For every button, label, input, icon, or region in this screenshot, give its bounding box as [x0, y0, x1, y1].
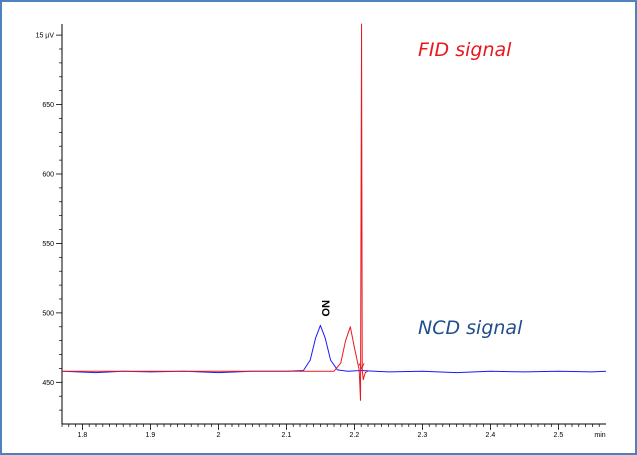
y-tick-label: 650 [42, 102, 54, 109]
x-tick-label: 2.3 [418, 432, 428, 439]
x-tick-label: 2.1 [282, 432, 292, 439]
ncd-signal-line [61, 324, 607, 374]
ncd-signal-annotation: NCD signal [418, 317, 523, 339]
x-tick-label: 2.4 [486, 432, 496, 439]
fid-signal-line [62, 23, 369, 401]
x-ticks: 1.8 1.9 2 2.1 2.2 2.3 2.4 2.5 min [78, 424, 606, 439]
x-unit-label: min [594, 432, 605, 439]
y-ticks: 450 500 550 600 650 15 µV [36, 33, 62, 387]
y-tick-label: 450 [42, 380, 54, 387]
chart-axes [61, 24, 606, 425]
x-tick-label: 2.5 [554, 432, 564, 439]
series-lines [61, 23, 607, 401]
y-tick-label: 550 [42, 241, 54, 248]
no-peak-label: NO [319, 300, 331, 317]
y-tick-label: 600 [42, 172, 54, 179]
fid-signal-annotation: FID signal [418, 39, 512, 61]
x-tick-label: 2.2 [350, 432, 360, 439]
fid-spike-arrowhead [358, 363, 365, 370]
x-tick-label: 1.9 [146, 432, 156, 439]
x-tick-label: 2 [216, 432, 220, 439]
y-tick-label: 500 [42, 310, 54, 317]
x-tick-label: 1.8 [78, 432, 88, 439]
minor-ticks [59, 48, 600, 427]
y-tick-label: 15 µV [36, 33, 55, 40]
